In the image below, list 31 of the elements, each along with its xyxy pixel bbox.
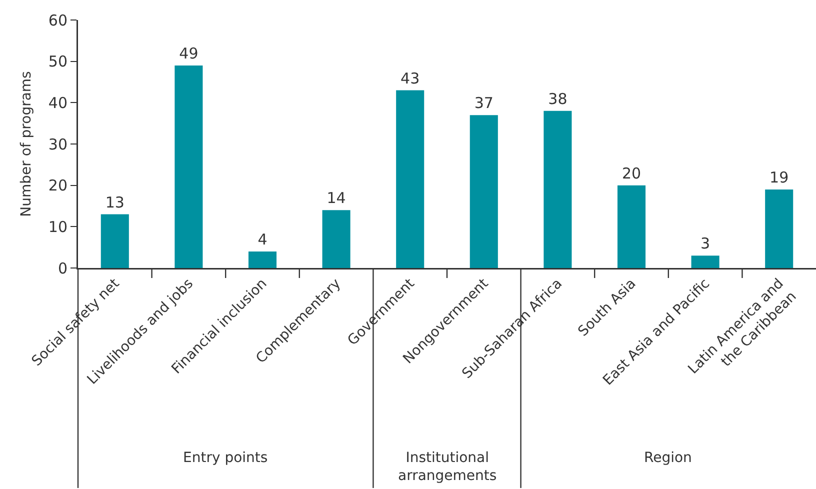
data-label: 4	[258, 230, 268, 248]
y-axis-title: Number of programs	[18, 71, 34, 217]
bar	[691, 256, 720, 268]
y-tick-label: 40	[48, 94, 68, 112]
data-label: 19	[770, 168, 789, 186]
bar	[544, 110, 572, 268]
bar	[617, 185, 646, 268]
y-tick-label: 10	[48, 218, 68, 236]
bar	[470, 115, 498, 268]
bar	[396, 90, 424, 268]
data-label: 38	[548, 90, 568, 108]
data-label: 14	[326, 189, 346, 208]
bar	[248, 251, 277, 268]
data-label: 13	[105, 193, 124, 212]
data-label: 3	[700, 234, 710, 253]
bar	[174, 65, 203, 268]
bar	[322, 210, 350, 268]
y-tick-label: 50	[48, 52, 68, 71]
data-label: 49	[179, 44, 198, 62]
bar	[765, 189, 794, 268]
y-tick-label: 60	[48, 11, 68, 30]
data-label: 20	[622, 164, 642, 182]
data-label: 37	[474, 94, 494, 112]
text: Entry points	[183, 450, 268, 466]
text: Institutional arrangements	[398, 450, 497, 484]
bar	[100, 214, 129, 268]
y-tick-label: 20	[48, 176, 68, 195]
text: Region	[644, 450, 692, 466]
data-label: 43	[400, 69, 420, 88]
y-tick-label: 30	[48, 135, 68, 154]
y-tick-label: 0	[58, 259, 68, 278]
